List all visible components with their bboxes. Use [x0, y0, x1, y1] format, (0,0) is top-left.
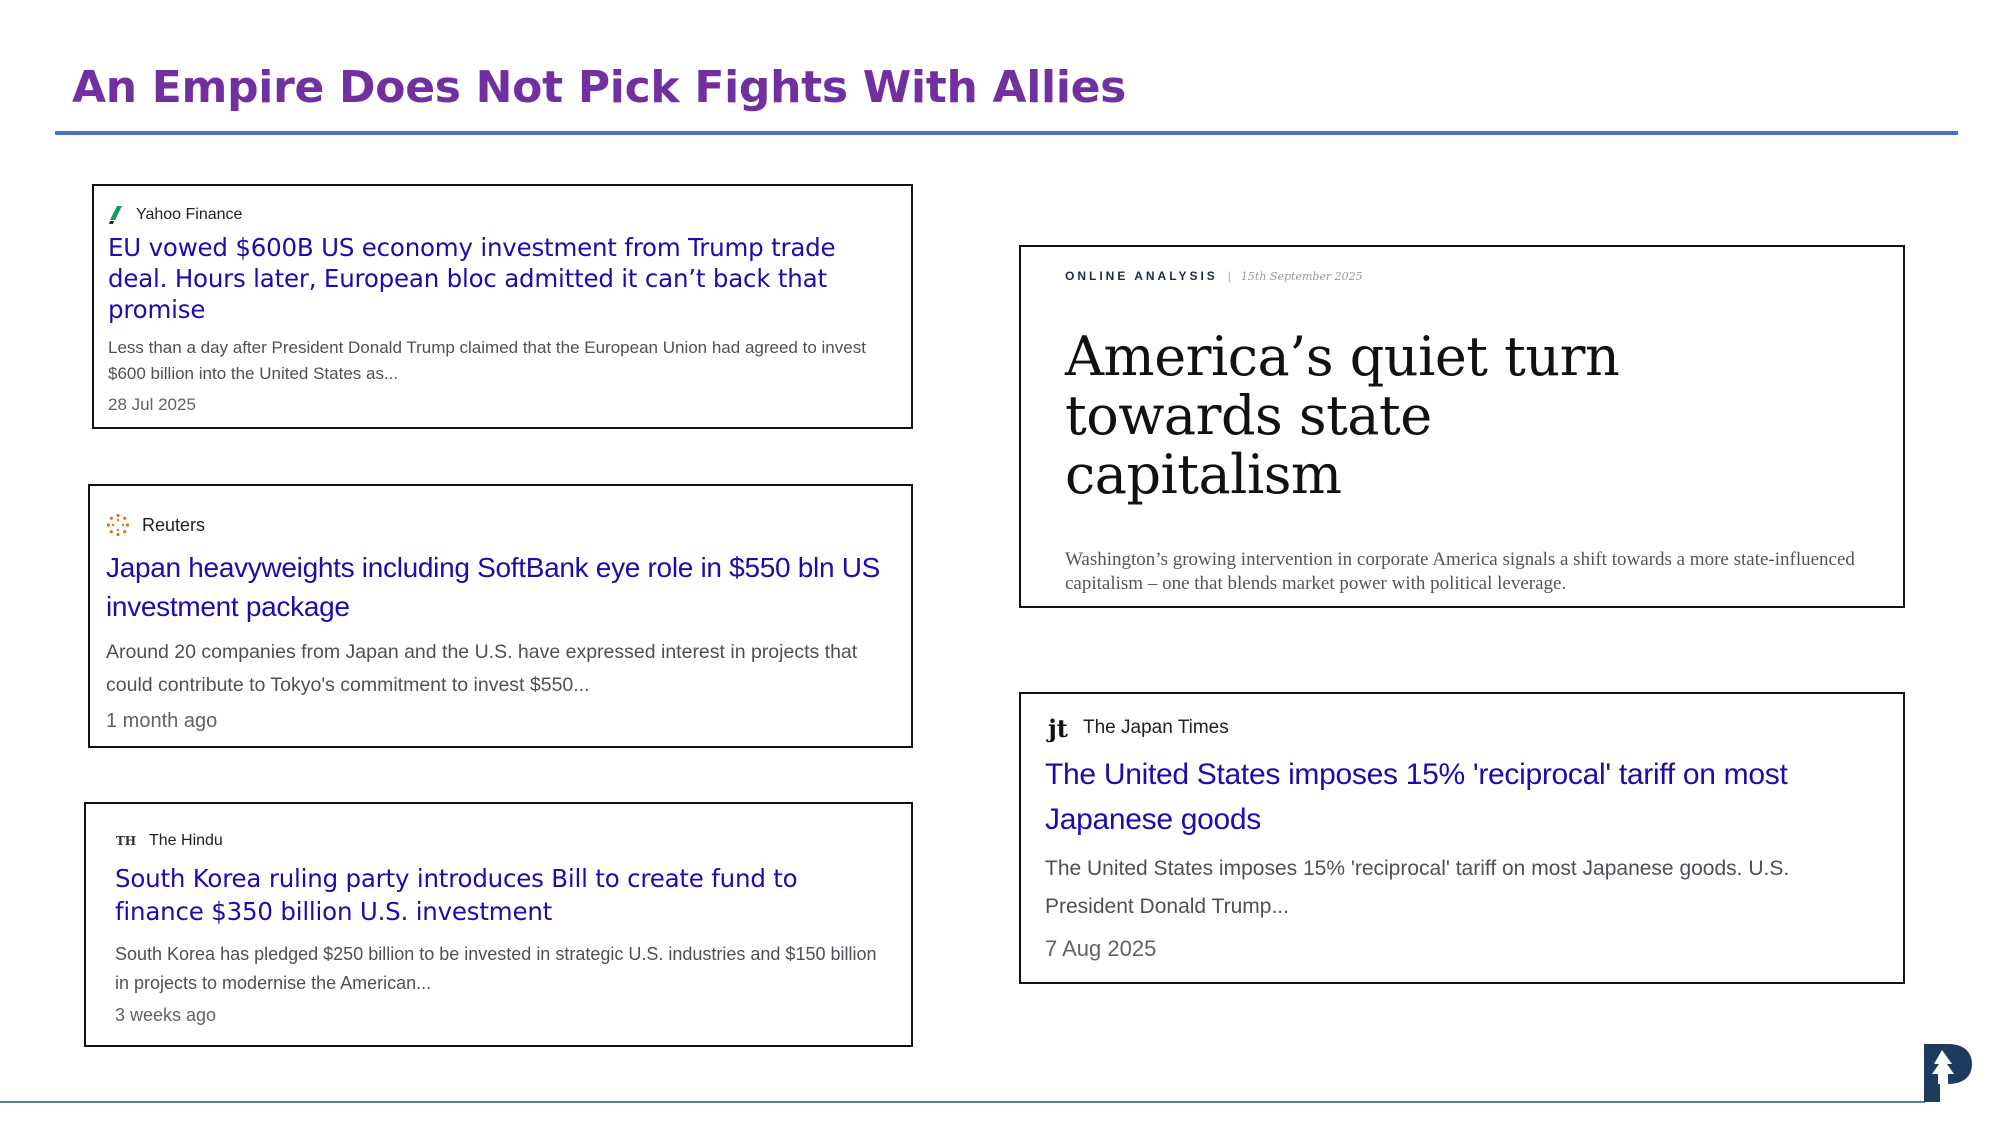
headline-link[interactable]: The United States imposes 15% 'reciproca… — [1045, 758, 1788, 836]
snippet: The United States imposes 15% 'reciproca… — [1045, 857, 1790, 918]
snippet: South Korea has pledged $250 billion to … — [115, 944, 877, 993]
japan-times-logo-icon: jt — [1048, 713, 1068, 743]
news-source: Yahoo Finance — [108, 202, 897, 228]
publish-date: 3 weeks ago — [115, 1005, 217, 1025]
snippet: Around 20 companies from Japan and the U… — [106, 641, 858, 696]
the-hindu-logo-icon: TH — [115, 834, 137, 848]
headline-link[interactable]: Japan heavyweights including SoftBank ey… — [106, 552, 880, 622]
snippet: Less than a day after President Donald T… — [108, 338, 866, 383]
kicker-separator: | — [1227, 269, 1231, 283]
news-source: Reuters — [106, 510, 895, 540]
kicker-label: ONLINE ANALYSIS — [1065, 269, 1218, 283]
news-card-japan-times[interactable]: jt The Japan Times The United States imp… — [1019, 692, 1905, 984]
yahoo-finance-logo-icon — [108, 205, 124, 225]
headline-link[interactable]: South Korea ruling party introduces Bill… — [115, 864, 798, 926]
news-source: jt The Japan Times — [1045, 708, 1879, 748]
source-name: The Japan Times — [1083, 717, 1229, 738]
brand-logo-icon — [1918, 1038, 1974, 1104]
article-subtitle: Washington’s growing intervention in cor… — [1065, 549, 1855, 594]
article-kicker: ONLINE ANALYSIS | 15th September 2025 — [1065, 269, 1859, 283]
publish-date: 28 Jul 2025 — [108, 395, 196, 414]
news-card-reuters[interactable]: Reuters Japan heavyweights including Sof… — [88, 484, 913, 748]
news-card-hindu[interactable]: TH The Hindu South Korea ruling party in… — [84, 802, 913, 1047]
publish-date: 1 month ago — [106, 710, 218, 732]
source-name: The Hindu — [149, 832, 223, 849]
article-date: 15th September 2025 — [1240, 269, 1363, 283]
news-source: TH The Hindu — [115, 828, 882, 854]
article-title[interactable]: America’s quiet turn towards state capit… — [1065, 325, 1620, 506]
publish-date: 7 Aug 2025 — [1045, 936, 1157, 961]
reuters-logo-icon — [106, 513, 130, 537]
title-divider — [55, 131, 1958, 135]
article-card[interactable]: ONLINE ANALYSIS | 15th September 2025 Am… — [1019, 245, 1905, 608]
source-name: Reuters — [142, 514, 206, 535]
slide-title: An Empire Does Not Pick Fights With Alli… — [72, 62, 1127, 113]
source-name: Yahoo Finance — [136, 206, 243, 223]
headline-link[interactable]: EU vowed $600B US economy investment fro… — [108, 233, 836, 324]
news-card-yahoo[interactable]: Yahoo Finance EU vowed $600B US economy … — [92, 184, 913, 429]
footer-divider — [0, 1101, 1925, 1103]
